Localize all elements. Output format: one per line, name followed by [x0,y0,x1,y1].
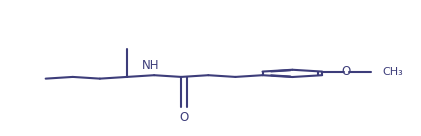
Text: CH₃: CH₃ [383,67,403,77]
Text: O: O [179,111,188,124]
Text: O: O [342,65,351,78]
Text: NH: NH [142,59,160,72]
